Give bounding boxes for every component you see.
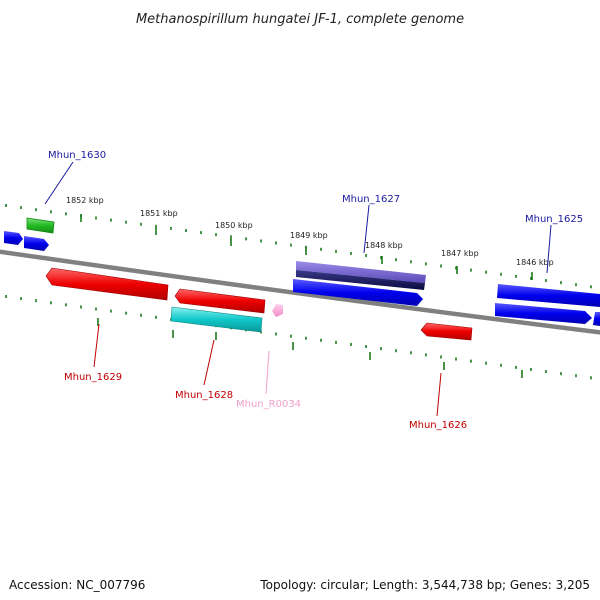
accession-text: Accession: NC_007796: [9, 578, 146, 592]
topology-text: Topology: circular; Length: 3,544,738 bp…: [260, 578, 590, 592]
tick-1850: 1850 kbp: [215, 221, 253, 246]
label-mhun-r0034[interactable]: Mhun_R0034: [236, 399, 301, 410]
gene-mhun-1625[interactable]: [497, 284, 600, 307]
gene-forward-1845-a[interactable]: [495, 303, 592, 324]
label-mhun-1630[interactable]: Mhun_1630: [48, 150, 106, 161]
gene-mhun-1630[interactable]: [26, 217, 55, 234]
leader-mhun-1626: [436, 372, 442, 417]
upper-tick-track: 1852 kbp 1851 kbp 1850 kbp 1849 kbp 1848…: [5, 196, 592, 289]
gene-mhun-1627[interactable]: [296, 261, 426, 290]
gene-mhun-1629[interactable]: [45, 267, 169, 301]
leader-mhun-1628: [203, 339, 215, 386]
tick-label: 1849 kbp: [290, 231, 328, 240]
label-mhun-1625[interactable]: Mhun_1625: [525, 214, 583, 225]
tick-label: 1852 kbp: [66, 196, 104, 205]
tick-1851: 1851 kbp: [140, 209, 178, 235]
tick-label: 1847 kbp: [441, 249, 479, 258]
leader-mhun-1625: [546, 224, 552, 274]
tick-label: 1848 kbp: [365, 241, 403, 250]
leader-mhun-1630: [44, 161, 74, 205]
gene-left-forward-1[interactable]: [4, 231, 23, 245]
gene-mhun-1626[interactable]: [420, 322, 473, 341]
gene-cyan-feature[interactable]: [170, 306, 263, 333]
label-mhun-1628[interactable]: Mhun_1628: [175, 390, 233, 401]
gene-mhun-r0034[interactable]: [272, 304, 283, 317]
leader-mhun-1629: [93, 323, 100, 368]
tick-1848: 1848 kbp: [365, 241, 403, 264]
label-mhun-1627[interactable]: Mhun_1627: [342, 194, 400, 205]
gene-left-forward-2[interactable]: [24, 236, 49, 251]
genome-backbone: [0, 249, 600, 335]
tick-1846: 1846 kbp: [516, 258, 554, 280]
gene-mhun-1628[interactable]: [174, 288, 266, 314]
map-title: Methanospirillum hungatei JF-1, complete…: [136, 12, 464, 27]
tick-1852: 1852 kbp: [66, 196, 104, 222]
gene-forward-1845-b[interactable]: [593, 312, 600, 326]
leader-mhun-1627: [363, 204, 370, 254]
leader-mhun-r0034: [265, 350, 270, 395]
tick-label: 1850 kbp: [215, 221, 253, 230]
tick-label: 1846 kbp: [516, 258, 554, 267]
gene-forward-1848[interactable]: [293, 279, 423, 306]
label-mhun-1626[interactable]: Mhun_1626: [409, 420, 467, 431]
tick-1849: 1849 kbp: [290, 231, 328, 255]
tick-1847: 1847 kbp: [441, 249, 479, 274]
tick-label: 1851 kbp: [140, 209, 178, 218]
label-mhun-1629[interactable]: Mhun_1629: [64, 372, 122, 383]
